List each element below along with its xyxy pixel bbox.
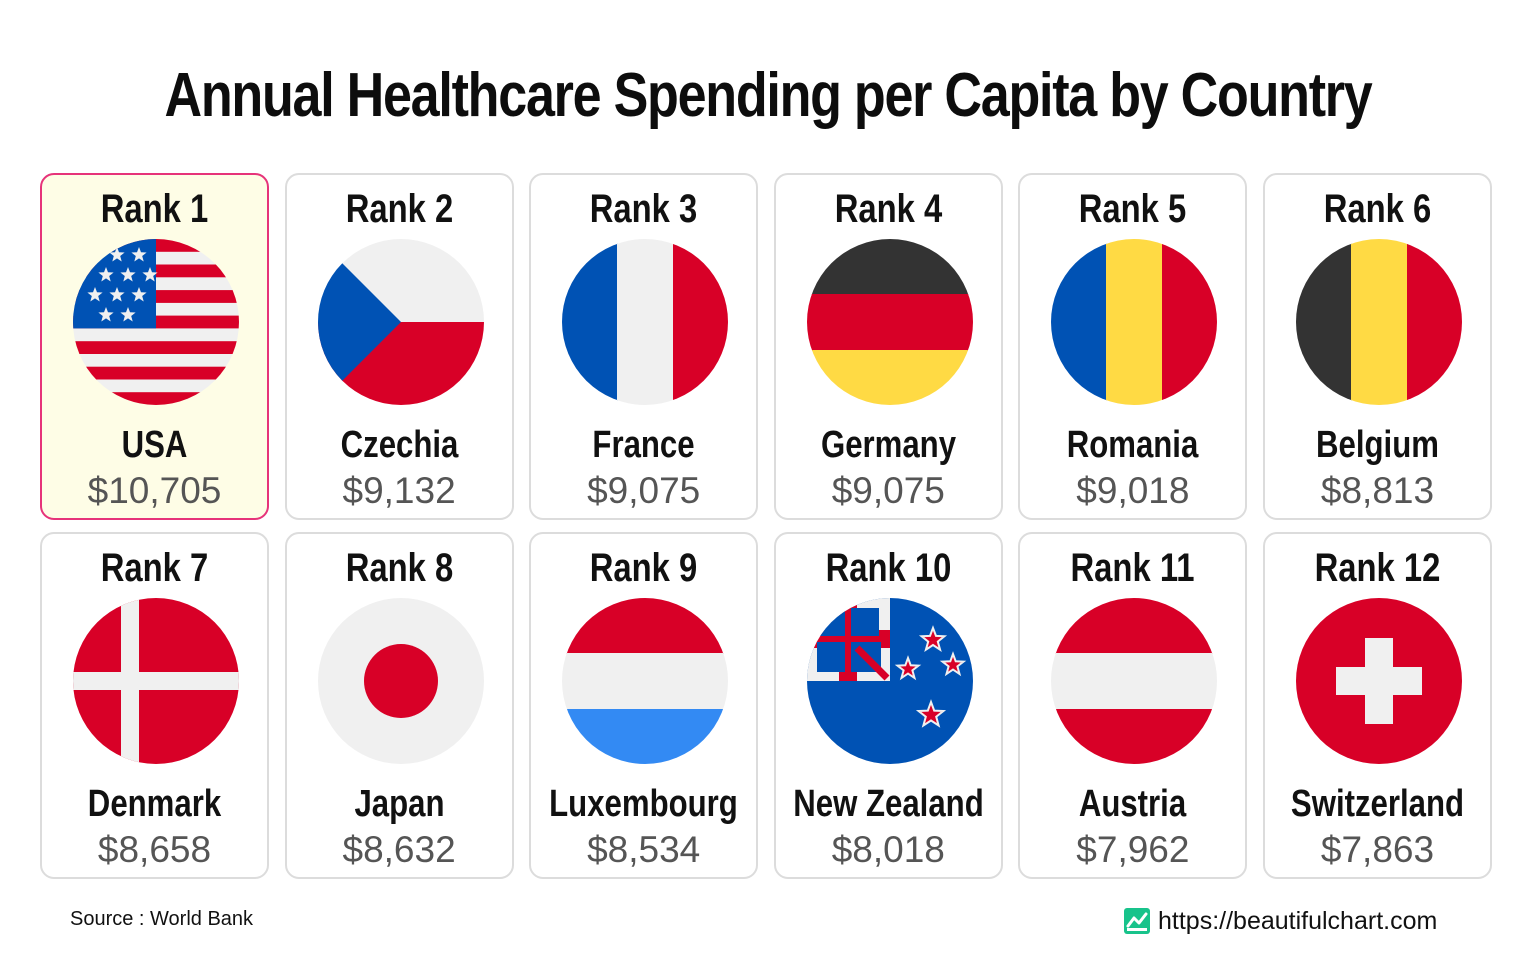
spending-value: $7,863	[1320, 829, 1435, 870]
luxembourg-flag-icon	[562, 598, 729, 764]
country-name: Germany	[820, 424, 956, 466]
country-name: USA	[121, 424, 188, 466]
usa-flag-icon	[73, 239, 239, 405]
belgium-flag-icon	[1296, 239, 1462, 405]
country-grid: Rank 1 USA $10,705 Rank 2 Czechia $9,132 Rank …	[40, 173, 1492, 879]
rank-label: Rank 1	[100, 187, 209, 231]
country-name: Romania	[1067, 424, 1199, 466]
spending-value: $9,132	[342, 470, 456, 511]
spending-value: $9,075	[831, 470, 945, 511]
rank-label: Rank 12	[1314, 546, 1441, 590]
country-name: Austria	[1079, 783, 1187, 825]
country-card-switzerland: Rank 12 Switzerland $7,863	[1263, 532, 1492, 879]
rank-label: Rank 10	[825, 546, 952, 590]
country-card-japan: Rank 8 Japan $8,632	[284, 532, 514, 879]
country-card-germany: Rank 4 Germany $9,075	[773, 173, 1003, 520]
spending-value: $7,962	[1076, 829, 1190, 870]
spending-value: $8,632	[342, 829, 456, 870]
japan-flag-icon	[317, 598, 484, 764]
source-note: Source : World Bank	[70, 908, 254, 930]
country-card-france: Rank 3 France $9,075	[529, 173, 759, 520]
country-card-austria: Rank 11 Austria $7,962	[1018, 532, 1248, 879]
new-zealand-flag-icon	[806, 598, 973, 764]
spending-value: $8,018	[831, 829, 945, 870]
spending-value: $10,705	[87, 470, 222, 511]
spending-value: $8,658	[97, 829, 212, 870]
country-name: Denmark	[87, 783, 222, 825]
rank-label: Rank 3	[589, 187, 698, 231]
rank-label: Rank 11	[1070, 546, 1195, 590]
country-card-romania: Rank 5 Romania $9,018	[1018, 173, 1248, 520]
country-name: New Zealand	[793, 783, 984, 825]
austria-flag-icon	[1051, 598, 1218, 764]
country-name: Czechia	[340, 424, 458, 466]
country-name: Luxembourg	[549, 783, 739, 825]
country-card-denmark: Rank 7 Denmark $8,658	[40, 532, 269, 879]
denmark-flag-icon	[73, 598, 239, 764]
rank-label: Rank 2	[345, 187, 453, 231]
country-card-czechia: Rank 2 Czechia $9,132	[284, 173, 514, 520]
country-name: France	[592, 424, 695, 466]
rank-label: Rank 6	[1323, 187, 1432, 231]
spending-value: $9,018	[1076, 470, 1190, 511]
romania-flag-icon	[1051, 239, 1218, 405]
rank-label: Rank 5	[1079, 187, 1187, 231]
france-flag-icon	[562, 239, 729, 405]
brand-link[interactable]: https://beautifulchart.com	[1124, 905, 1437, 937]
country-card-belgium: Rank 6 Belgium $8,813	[1263, 173, 1492, 520]
country-name: Belgium	[1316, 424, 1439, 466]
germany-flag-icon	[806, 239, 973, 405]
rank-label: Rank 8	[345, 546, 453, 590]
brand-url: https://beautifulchart.com	[1158, 906, 1438, 935]
chart-title: Annual Healthcare Spending per Capita by…	[164, 61, 1372, 130]
switzerland-flag-icon	[1296, 598, 1462, 764]
rank-label: Rank 9	[589, 546, 698, 590]
country-name: Switzerland	[1290, 783, 1465, 825]
rank-label: Rank 7	[100, 546, 209, 590]
country-card-usa: Rank 1 USA $10,705	[40, 173, 269, 520]
beautifulchart-logo-icon	[1124, 908, 1150, 934]
country-name: Japan	[354, 783, 445, 825]
country-card-luxembourg: Rank 9 Luxembourg $8,534	[529, 532, 759, 879]
country-card-new-zealand: Rank 10 New Zealand $8,018	[773, 532, 1003, 879]
spending-value: $9,075	[587, 470, 701, 511]
spending-value: $8,813	[1320, 470, 1435, 511]
czechia-flag-icon	[317, 239, 484, 405]
spending-value: $8,534	[587, 829, 701, 870]
rank-label: Rank 4	[834, 187, 943, 231]
